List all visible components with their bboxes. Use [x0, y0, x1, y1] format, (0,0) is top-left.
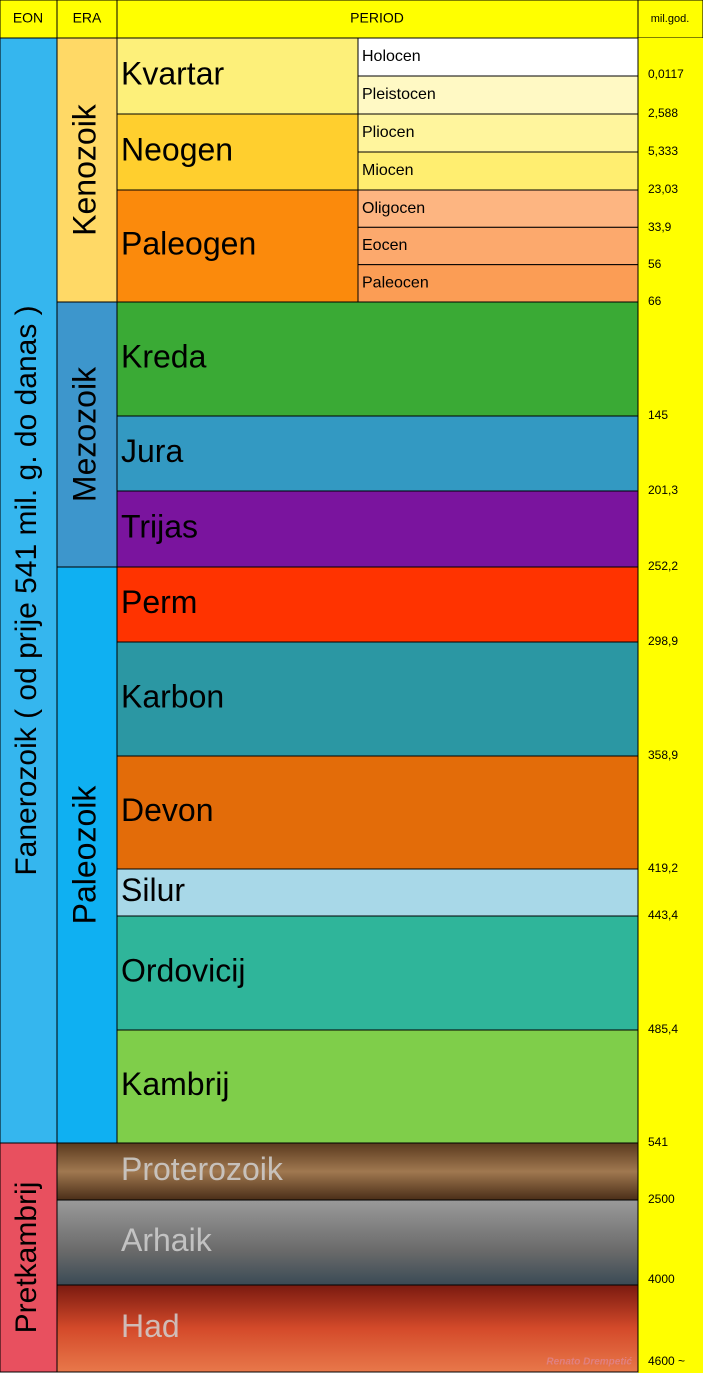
period-label: Ordovicij — [121, 952, 245, 988]
epoch-label: Holocen — [362, 48, 421, 65]
period-label: Jura — [121, 433, 183, 469]
credit: Renato Drempetić — [546, 1357, 632, 1368]
header-era: ERA — [73, 10, 102, 26]
period-label: Devon — [121, 792, 214, 828]
eon-label: Fanerozoik ( od prije 541 mil. g. do dan… — [10, 305, 43, 875]
time-label: 298,9 — [648, 634, 678, 648]
time-label: 0,0117 — [648, 67, 684, 81]
period-cell — [116, 301, 639, 417]
time-label: 23,03 — [648, 182, 678, 196]
period-label: Silur — [121, 872, 185, 908]
era-cell — [56, 37, 118, 303]
epoch-cell — [357, 113, 639, 153]
epoch-cell — [357, 189, 639, 228]
time-label: 56 — [648, 257, 662, 271]
eon-label: Pretkambrij — [10, 1182, 43, 1334]
period-label: Karbon — [121, 678, 224, 714]
period-cell — [116, 490, 639, 568]
period-label: Arhaik — [121, 1222, 213, 1258]
time-label: 145 — [648, 408, 668, 422]
time-label: 4000 — [648, 1272, 675, 1286]
period-label: Kambrij — [121, 1066, 229, 1102]
epoch-cell — [357, 75, 639, 115]
period-cell — [116, 641, 639, 757]
header-period: PERIOD — [350, 10, 404, 26]
period-label: Neogen — [121, 131, 233, 167]
time-label: 419,2 — [648, 861, 678, 875]
period-label: Kvartar — [121, 55, 224, 91]
epoch-label: Eocen — [362, 237, 407, 254]
period-label: Proterozoik — [121, 1151, 284, 1187]
epoch-label: Miocen — [362, 162, 414, 179]
time-label: 252,2 — [648, 559, 678, 573]
period-cell — [116, 1029, 639, 1144]
header-eon: EON — [13, 10, 43, 26]
period-cell — [116, 415, 639, 492]
era-label: Mezozoik — [66, 366, 102, 502]
time-label: 541 — [648, 1135, 668, 1149]
period-label: Paleogen — [121, 225, 256, 261]
time-label: 358,9 — [648, 748, 678, 762]
epoch-label: Pliocen — [362, 124, 414, 141]
period-label: Trijas — [121, 508, 198, 544]
period-cell — [116, 868, 639, 917]
time-label: 66 — [648, 294, 662, 308]
period-label: Had — [121, 1308, 180, 1344]
epoch-label: Paleocen — [362, 275, 429, 292]
epoch-cell — [357, 264, 639, 303]
period-cell — [56, 1284, 639, 1373]
time-column — [638, 38, 703, 1373]
period-label: Kreda — [121, 338, 207, 374]
period-cell — [116, 566, 639, 643]
time-label: 33,9 — [648, 220, 672, 234]
era-label: Paleozoik — [66, 785, 102, 925]
time-label: 201,3 — [648, 483, 678, 497]
time-label: 5,333 — [648, 144, 678, 158]
time-label: 443,4 — [648, 908, 678, 922]
period-cell — [116, 755, 639, 870]
time-label: 2,588 — [648, 106, 678, 120]
epoch-label: Oligocen — [362, 200, 425, 217]
period-cell — [56, 1142, 639, 1201]
period-label: Perm — [121, 584, 197, 620]
period-cell — [116, 915, 639, 1031]
time-label: 4600 ~ — [648, 1354, 685, 1368]
eon-cell — [0, 1142, 58, 1373]
header-time: mil.god. — [651, 13, 690, 25]
epoch-label: Pleistocen — [362, 86, 436, 103]
era-label: Kenozoik — [66, 103, 102, 236]
period-cell — [56, 1199, 639, 1286]
era-cell — [56, 301, 118, 568]
time-label: 485,4 — [648, 1022, 678, 1036]
epoch-cell — [357, 226, 639, 266]
time-label: 2500 — [648, 1192, 675, 1206]
